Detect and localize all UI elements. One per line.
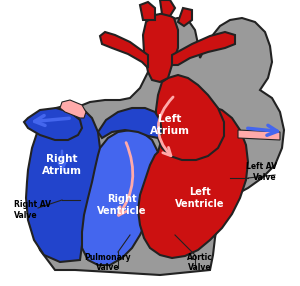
Polygon shape: [140, 2, 155, 20]
Text: Right
Ventricle: Right Ventricle: [97, 194, 147, 216]
Polygon shape: [28, 18, 284, 275]
Polygon shape: [160, 0, 175, 16]
Polygon shape: [172, 32, 235, 65]
FancyArrowPatch shape: [158, 97, 173, 156]
Text: Left AV
Valve: Left AV Valve: [246, 162, 277, 182]
Polygon shape: [98, 108, 162, 138]
Polygon shape: [138, 105, 248, 258]
Text: Aortic
Valve: Aortic Valve: [187, 253, 213, 272]
Polygon shape: [143, 13, 178, 82]
FancyArrowPatch shape: [118, 142, 133, 215]
Polygon shape: [26, 105, 100, 262]
Text: Left
Atrium: Left Atrium: [150, 114, 190, 136]
Text: Right
Atrium: Right Atrium: [42, 154, 82, 176]
Polygon shape: [24, 108, 82, 140]
Polygon shape: [238, 130, 280, 140]
Polygon shape: [178, 8, 192, 26]
Polygon shape: [100, 32, 148, 68]
Polygon shape: [82, 130, 160, 265]
Text: Right AV
Valve: Right AV Valve: [14, 200, 51, 220]
Polygon shape: [156, 75, 224, 160]
Text: Left
Ventricle: Left Ventricle: [175, 187, 225, 209]
Polygon shape: [60, 100, 86, 118]
Text: Pulmonary
Valve: Pulmonary Valve: [85, 253, 131, 272]
